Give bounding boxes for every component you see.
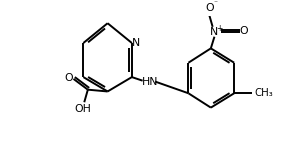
Text: O: O xyxy=(206,3,214,13)
Text: OH: OH xyxy=(74,103,91,114)
Text: CH₃: CH₃ xyxy=(254,88,273,98)
Text: N: N xyxy=(132,38,141,48)
Text: ⁻: ⁻ xyxy=(213,0,217,7)
Text: O: O xyxy=(240,26,248,36)
Text: HN: HN xyxy=(141,77,158,87)
Text: O: O xyxy=(65,73,73,83)
Text: +: + xyxy=(216,24,222,33)
Text: N: N xyxy=(210,27,218,37)
